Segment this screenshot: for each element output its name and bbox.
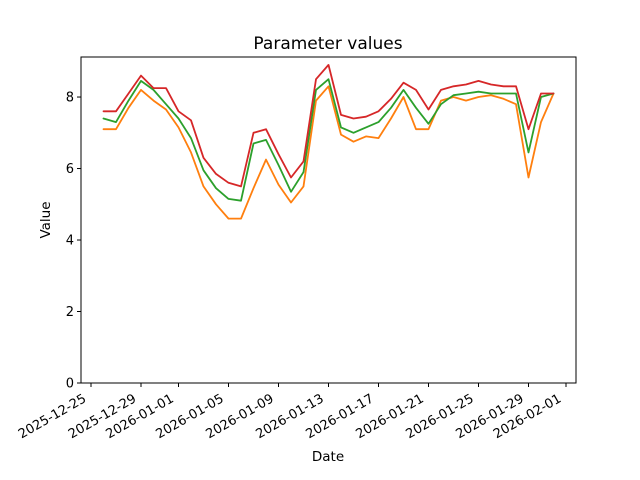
axis-ticks-group: 2025-12-252025-12-292026-01-012026-01-05… <box>16 91 567 442</box>
series-orange-line <box>102 85 555 220</box>
y-tick-label: 4 <box>66 234 74 249</box>
y-tick-label: 6 <box>66 162 74 177</box>
series-red-line <box>102 64 555 188</box>
series-green-line <box>102 78 555 202</box>
x-axis-label: Date <box>312 449 344 465</box>
y-tick-label: 2 <box>66 305 74 320</box>
y-axis-label: Value <box>38 201 54 238</box>
y-tick-label: 0 <box>66 377 74 392</box>
plot-lines-group <box>102 64 555 220</box>
chart-title: Parameter values <box>253 34 402 54</box>
plot-area-border <box>80 56 577 384</box>
y-tick-label: 8 <box>66 91 74 106</box>
